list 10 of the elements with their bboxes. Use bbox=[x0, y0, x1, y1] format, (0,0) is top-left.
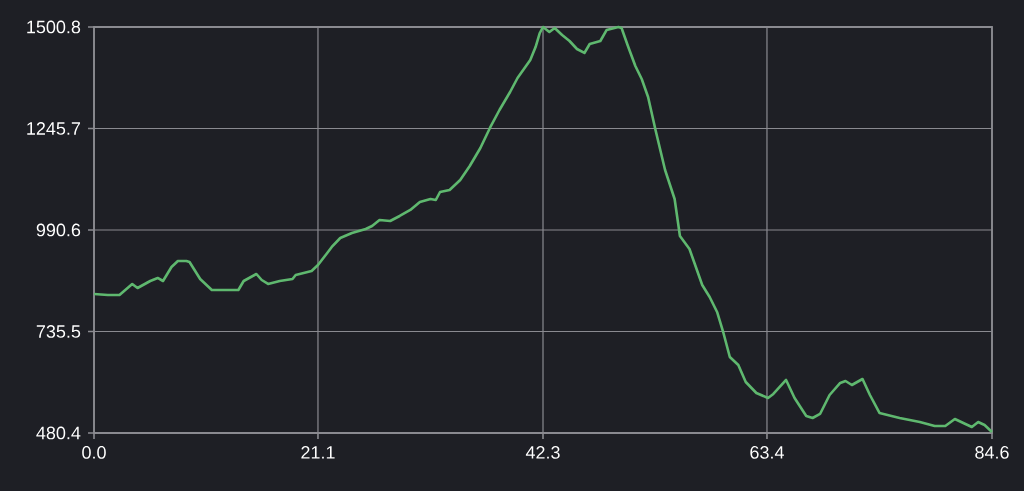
y-tick-label: 1500.8 bbox=[27, 20, 81, 34]
y-tick-label: 480.4 bbox=[36, 426, 81, 440]
x-tick-label: 42.3 bbox=[525, 446, 560, 459]
x-tick-label: 63.4 bbox=[750, 446, 784, 459]
x-tick-label: 0.0 bbox=[82, 446, 106, 459]
y-tick-label: 735.5 bbox=[36, 325, 81, 338]
x-tick-label: 84.6 bbox=[975, 446, 1009, 459]
y-tick-label: 1245.7 bbox=[27, 122, 81, 135]
y-tick-label: 990.6 bbox=[36, 223, 81, 237]
x-tick-label: 21.1 bbox=[301, 446, 335, 459]
